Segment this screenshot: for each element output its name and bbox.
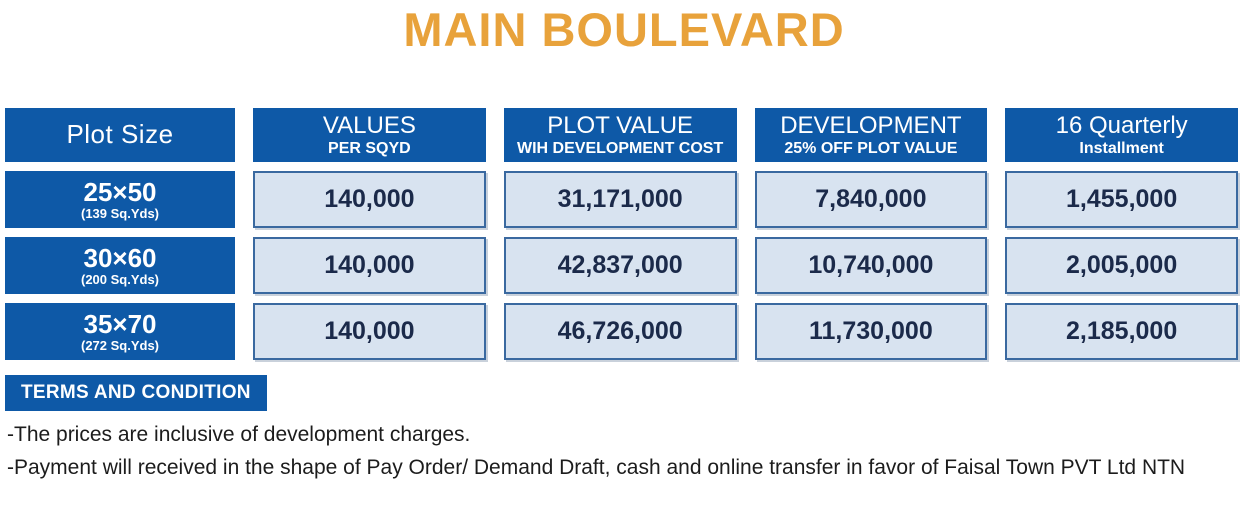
note-prices-inclusive: -The prices are inclusive of development… — [7, 423, 471, 446]
value-25x50-per-sqyd: 140,000 — [253, 171, 486, 228]
note-payment-method: -Payment will received in the shape of P… — [7, 456, 1186, 479]
plot-size-text: 25×50 — [83, 177, 157, 208]
header-line1: 16 Quarterly — [1055, 112, 1188, 139]
header-line1: PLOT VALUE — [547, 112, 694, 139]
header-plot-size-label: Plot Size — [66, 119, 174, 150]
page-title: MAIN BOULEVARD — [403, 3, 845, 56]
value-35x70-installment: 2,185,000 — [1005, 303, 1238, 360]
value-25x50-plot-value: 31,171,000 — [503, 171, 737, 228]
value-30x60-development: 10,740,000 — [754, 237, 988, 294]
row-label-25x50: 25×50 (139 Sq.Yds) — [5, 171, 235, 228]
value-25x50-development: 7,840,000 — [754, 171, 988, 228]
terms-notes: -The prices are inclusive of development… — [7, 418, 1237, 484]
header-line1: DEVELOPMENT — [780, 112, 962, 139]
header-plot-size: Plot Size — [5, 108, 235, 162]
price-table: Plot Size VALUES PER SQYD PLOT VALUE WIH… — [5, 108, 1238, 360]
header-line1: VALUES — [322, 112, 416, 139]
value-35x70-development: 11,730,000 — [754, 303, 988, 360]
value-35x70-per-sqyd: 140,000 — [253, 303, 486, 360]
row-label-35x70: 35×70 (272 Sq.Yds) — [5, 303, 235, 360]
plot-sqyds-text: (272 Sq.Yds) — [80, 337, 160, 353]
plot-size-text: 30×60 — [83, 243, 157, 274]
terms-and-condition-badge: TERMS AND CONDITION — [5, 375, 267, 411]
header-development: DEVELOPMENT 25% OFF PLOT VALUE — [754, 108, 988, 162]
header-quarterly-installment: 16 Quarterly Installment — [1005, 108, 1238, 162]
value-30x60-installment: 2,005,000 — [1005, 237, 1238, 294]
value-30x60-per-sqyd: 140,000 — [253, 237, 486, 294]
plot-sqyds-text: (200 Sq.Yds) — [80, 271, 160, 287]
plot-size-text: 35×70 — [83, 309, 157, 340]
plot-sqyds-text: (139 Sq.Yds) — [80, 205, 160, 221]
header-values-per-sqyd: VALUES PER SQYD — [253, 108, 486, 162]
value-25x50-installment: 1,455,000 — [1005, 171, 1238, 228]
header-line2: PER SQYD — [328, 139, 411, 157]
header-line2: WIH DEVELOPMENT COST — [517, 139, 724, 157]
row-label-30x60: 30×60 (200 Sq.Yds) — [5, 237, 235, 294]
header-plot-value: PLOT VALUE WIH DEVELOPMENT COST — [503, 108, 737, 162]
value-30x60-plot-value: 42,837,000 — [503, 237, 737, 294]
value-35x70-plot-value: 46,726,000 — [503, 303, 737, 360]
header-line2: Installment — [1079, 139, 1164, 157]
header-line2: 25% OFF PLOT VALUE — [784, 139, 958, 157]
